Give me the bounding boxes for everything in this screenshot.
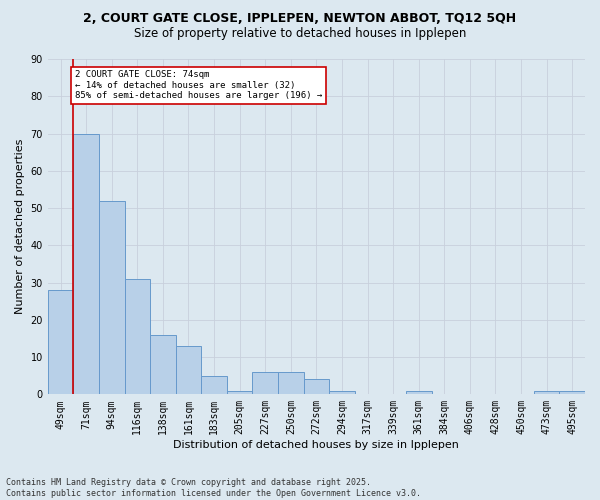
Bar bbox=[99, 200, 125, 394]
Text: Contains HM Land Registry data © Crown copyright and database right 2025.
Contai: Contains HM Land Registry data © Crown c… bbox=[6, 478, 421, 498]
Text: 2, COURT GATE CLOSE, IPPLEPEN, NEWTON ABBOT, TQ12 5QH: 2, COURT GATE CLOSE, IPPLEPEN, NEWTON AB… bbox=[83, 12, 517, 26]
Bar bbox=[48, 290, 73, 395]
Bar bbox=[278, 372, 304, 394]
Bar bbox=[304, 380, 329, 394]
Bar bbox=[406, 390, 431, 394]
Bar bbox=[534, 390, 559, 394]
Y-axis label: Number of detached properties: Number of detached properties bbox=[15, 139, 25, 314]
Bar bbox=[227, 390, 253, 394]
Bar bbox=[559, 390, 585, 394]
Bar bbox=[201, 376, 227, 394]
Text: 2 COURT GATE CLOSE: 74sqm
← 14% of detached houses are smaller (32)
85% of semi-: 2 COURT GATE CLOSE: 74sqm ← 14% of detac… bbox=[74, 70, 322, 100]
Bar bbox=[73, 134, 99, 394]
Bar bbox=[329, 390, 355, 394]
Bar bbox=[150, 334, 176, 394]
Text: Size of property relative to detached houses in Ipplepen: Size of property relative to detached ho… bbox=[134, 28, 466, 40]
Bar bbox=[125, 279, 150, 394]
X-axis label: Distribution of detached houses by size in Ipplepen: Distribution of detached houses by size … bbox=[173, 440, 460, 450]
Bar bbox=[176, 346, 201, 395]
Bar bbox=[253, 372, 278, 394]
